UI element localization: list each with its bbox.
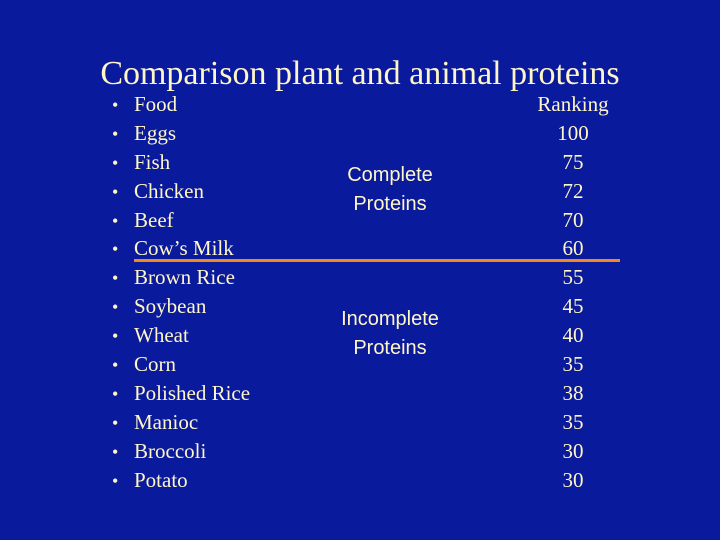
complete-label-line: Complete [347, 164, 433, 186]
bullet-icon: • [112, 470, 119, 491]
list-item: • Beef [112, 206, 250, 235]
ranking-value: 75 [562, 149, 584, 174]
group-divider [134, 259, 620, 262]
bullet-icon: • [112, 239, 119, 260]
food-name: Potato [134, 467, 188, 492]
food-name: Wheat [134, 323, 189, 348]
bullet-icon: • [112, 210, 119, 231]
food-name: Manioc [134, 409, 199, 434]
ranking-value: 30 [562, 467, 584, 492]
incomplete-label-line: Incomplete [341, 308, 439, 330]
ranking-header: Ranking [537, 92, 609, 116]
ranking-value: 35 [562, 409, 584, 434]
food-name: Eggs [134, 120, 176, 145]
food-name: Soybean [134, 294, 207, 319]
ranking-list: Ranking 100 75 72 70 60 55 45 40 35 38 3… [528, 90, 618, 494]
list-item: • Broccoli [112, 437, 250, 466]
list-item: • Manioc [112, 408, 250, 437]
list-item: • Potato [112, 466, 250, 495]
list-item: • Brown Rice [112, 263, 250, 292]
food-name: Brown Rice [134, 265, 235, 290]
bullet-icon: • [112, 95, 119, 115]
bullet-icon: • [112, 441, 119, 462]
list-item: • Wheat [112, 321, 250, 350]
food-name: Chicken [134, 178, 204, 203]
list-item: • Cow’s Milk [112, 234, 250, 263]
ranking-value: 40 [562, 323, 584, 348]
ranking-value: 45 [562, 294, 584, 319]
list-header-food: • Food [112, 90, 250, 119]
ranking-value: 100 [557, 120, 589, 145]
list-item: • Soybean [112, 292, 250, 321]
bullet-icon: • [112, 152, 119, 173]
bullet-icon: • [112, 383, 119, 404]
list-item: • Fish [112, 148, 250, 177]
bullet-icon: • [112, 181, 119, 202]
list-item: • Eggs [112, 119, 250, 148]
food-name: Cow’s Milk [134, 236, 234, 261]
slide-title: Comparison plant and animal proteins [100, 55, 620, 92]
ranking-value: 30 [562, 438, 584, 463]
food-name: Polished Rice [134, 380, 251, 405]
bullet-icon: • [112, 297, 119, 318]
incomplete-proteins-label: Incomplete Proteins [310, 305, 470, 363]
list-item: • Chicken [112, 177, 250, 206]
ranking-value: 35 [562, 352, 584, 377]
bullet-icon: • [112, 355, 119, 376]
list-item: • Corn [112, 350, 250, 379]
ranking-value: 55 [562, 265, 584, 290]
bullet-icon: • [112, 268, 119, 289]
bullet-icon: • [112, 326, 119, 347]
incomplete-label-line: Proteins [353, 337, 427, 359]
bullet-icon: • [112, 412, 119, 433]
food-name: Broccoli [134, 438, 207, 463]
complete-label-line: Proteins [353, 193, 427, 215]
food-name: Beef [134, 207, 174, 232]
list-item: • Polished Rice [112, 379, 250, 408]
ranking-value: 38 [562, 380, 584, 405]
food-list: • Food • Eggs • Fish • Chicken • Beef • Cow’s … [112, 90, 250, 494]
bullet-icon: • [112, 123, 119, 144]
ranking-value: 60 [562, 236, 584, 261]
food-header: Food [134, 92, 178, 116]
ranking-value: 72 [562, 178, 584, 203]
food-name: Corn [134, 352, 176, 377]
food-name: Fish [134, 149, 171, 174]
ranking-value: 70 [562, 207, 584, 232]
complete-proteins-label: Complete Proteins [310, 161, 470, 219]
